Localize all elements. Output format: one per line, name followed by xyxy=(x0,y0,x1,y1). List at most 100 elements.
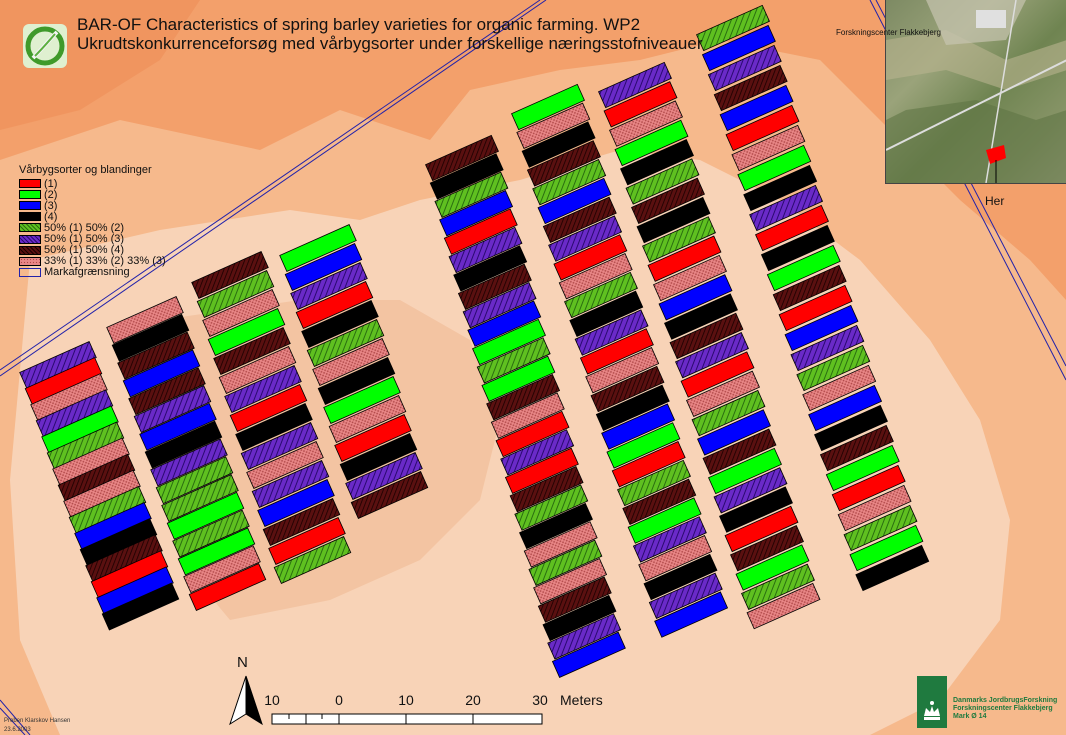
plot-cell xyxy=(574,309,649,356)
plot-cell xyxy=(606,422,681,469)
plot-cell xyxy=(519,502,593,550)
plot-cell xyxy=(675,332,749,379)
plot-cell xyxy=(139,402,217,451)
plot-cell xyxy=(202,289,280,337)
legend-item: (2) xyxy=(19,189,166,201)
plot-cell xyxy=(251,460,330,508)
plot-cell xyxy=(638,535,713,582)
plot-cell xyxy=(196,270,275,318)
plot-cell xyxy=(643,553,718,601)
plot-cell xyxy=(825,444,900,492)
plot-cell xyxy=(697,409,771,456)
plot-cell xyxy=(548,215,623,262)
plot-cell xyxy=(686,370,760,417)
plot-cell xyxy=(654,591,729,638)
plot-cell xyxy=(218,346,297,394)
plot-cell xyxy=(760,224,835,272)
plot-cell xyxy=(701,24,776,72)
plot-cell xyxy=(731,124,806,172)
map-title: BAR-OF Characteristics of spring barley … xyxy=(77,15,641,34)
plot-cell xyxy=(246,441,324,489)
legend-swatch xyxy=(19,179,41,189)
plot-cell xyxy=(295,281,374,329)
inset-label: Forskningscenter Flakkebjerg xyxy=(836,28,941,37)
scale-tick-label: 10 xyxy=(398,692,414,708)
legend-label: 50% (1) 50% (3) xyxy=(44,233,125,246)
plot-cell xyxy=(268,517,346,565)
institution-text: Danmarks JordbrugsForskning Forskningsce… xyxy=(953,697,1057,721)
plot-cell xyxy=(796,344,871,392)
plot-cell xyxy=(617,459,691,507)
plot-cell xyxy=(443,208,518,255)
map-subtitle: Ukrudtskonkurrenceforsøg med vårbygsorte… xyxy=(77,34,703,53)
north-label: N xyxy=(237,654,248,671)
plot-cell xyxy=(448,226,523,274)
plot-cell xyxy=(569,290,644,337)
plot-cell xyxy=(585,347,660,394)
plot-cell xyxy=(345,452,423,500)
legend: Vårbygsorter og blandinger (1) (2) (3) (4) 5… xyxy=(19,164,166,278)
scale-tick-label: 10 xyxy=(264,692,280,708)
plot-cell xyxy=(514,484,589,531)
plot-cell xyxy=(500,429,575,476)
plot-cell xyxy=(784,304,859,352)
plot-cell xyxy=(749,184,824,232)
plot-cell xyxy=(133,385,212,433)
plot-cell xyxy=(537,576,612,623)
plot-cell xyxy=(743,164,818,212)
plot-cell xyxy=(707,44,782,92)
plot-cell xyxy=(284,243,363,291)
author-name: Preben Klarskov Hansen xyxy=(4,718,71,724)
legend-label: Markafgrænsning xyxy=(44,266,130,279)
plot-cell xyxy=(516,102,591,149)
plot-cell xyxy=(191,251,269,299)
legend-title: Vårbygsorter og blandinger xyxy=(19,164,152,176)
legend-swatch xyxy=(19,223,41,233)
plot-cell xyxy=(273,536,352,584)
plot-cell xyxy=(323,376,401,424)
plot-cell xyxy=(177,527,256,576)
plot-cell xyxy=(155,456,234,505)
plot-cell xyxy=(350,471,429,519)
plot-cell xyxy=(696,4,770,52)
plot-cell xyxy=(609,100,683,147)
plot-cell xyxy=(730,525,804,572)
plot-cell xyxy=(481,355,556,402)
plot-cell xyxy=(808,384,883,432)
north-arrow-icon xyxy=(229,675,263,726)
location-inset-map xyxy=(885,0,1066,184)
plot-cell xyxy=(542,196,617,243)
plot-cell xyxy=(746,582,821,630)
institution-line: Danmarks JordbrugsForskning xyxy=(953,697,1058,704)
institution-line: Mark Ø 14 xyxy=(953,713,987,720)
legend-item: (1) xyxy=(19,177,166,190)
plot-cell xyxy=(595,384,670,431)
plot-cell xyxy=(647,235,722,282)
plot-cell xyxy=(737,144,812,192)
plot-cell xyxy=(106,296,184,344)
plot-cell xyxy=(664,293,738,340)
legend-label: (1) xyxy=(44,177,58,190)
legend-label: (4) xyxy=(44,210,58,223)
legend-swatch xyxy=(19,245,41,255)
project-logo-icon xyxy=(21,22,69,70)
plot-cell xyxy=(614,119,689,167)
plot-cell xyxy=(642,216,716,263)
plot-cell xyxy=(462,282,537,329)
plot-cell xyxy=(521,121,596,168)
plot-cell xyxy=(778,284,853,332)
plot-cell xyxy=(755,204,829,252)
plot-cell xyxy=(837,484,912,532)
plot-cell xyxy=(620,139,694,186)
plot-cell xyxy=(528,539,603,586)
plot-cell xyxy=(611,441,686,488)
plot-cell xyxy=(467,300,542,347)
plot-cell xyxy=(772,264,847,312)
plot-cell xyxy=(453,245,528,292)
plot-cell xyxy=(224,365,302,413)
plot-cell xyxy=(564,271,638,319)
plot-cell xyxy=(680,351,755,398)
plot-cell xyxy=(625,158,700,205)
legend-item: (4) xyxy=(19,210,166,223)
